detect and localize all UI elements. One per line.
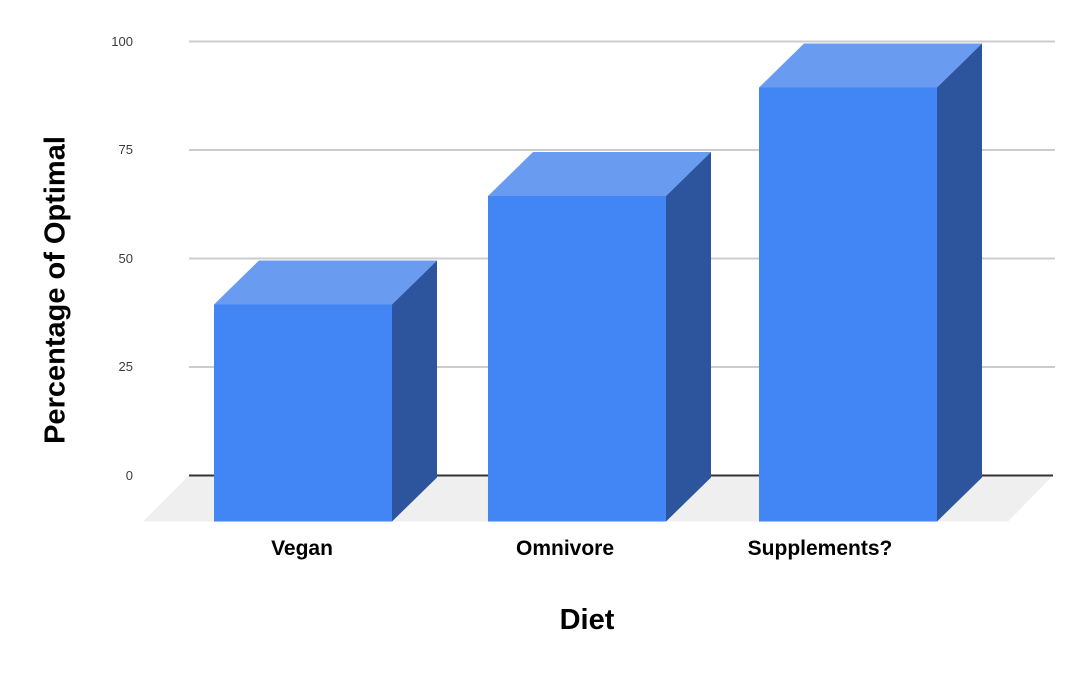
- bar-side-face: [666, 152, 711, 522]
- bar-front-face: [488, 196, 666, 522]
- bar-top-face: [759, 43, 982, 88]
- category-label-vegan: Vegan: [271, 537, 333, 560]
- bar-vegan[interactable]: [214, 260, 437, 522]
- y-axis-title: Percentage of Optimal: [39, 136, 72, 444]
- y-tick-label-0: 0: [125, 467, 133, 483]
- bar-front-face: [214, 304, 392, 522]
- category-label-omnivore: Omnivore: [515, 537, 615, 560]
- bar-front-face: [759, 87, 937, 522]
- bar-top-face: [214, 260, 437, 305]
- bar-side-face: [392, 260, 437, 522]
- y-tick-label-100: 100: [111, 33, 133, 49]
- bar-side-face: [937, 43, 982, 522]
- x-axis-title: Diet: [559, 604, 615, 636]
- y-tick-label-50: 50: [118, 250, 133, 266]
- bar-top-face: [488, 152, 711, 196]
- y-tick-label-75: 75: [118, 142, 133, 157]
- bar-supplements[interactable]: [759, 43, 982, 522]
- category-label-supplements: Supplements?: [747, 537, 893, 560]
- y-tick-label-25: 25: [118, 359, 133, 374]
- bar-omnivore[interactable]: [488, 152, 711, 522]
